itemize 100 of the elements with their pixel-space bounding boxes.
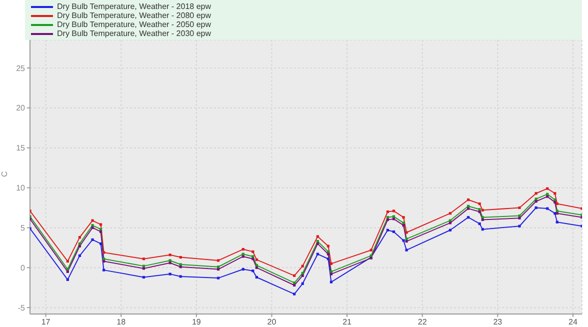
point	[481, 218, 484, 222]
point	[326, 258, 330, 260]
point	[330, 270, 333, 273]
point	[293, 284, 296, 287]
point	[556, 220, 558, 224]
point	[255, 266, 258, 269]
point	[518, 216, 521, 220]
point	[179, 256, 182, 259]
point	[478, 210, 481, 214]
point	[252, 255, 254, 258]
point	[534, 200, 538, 203]
point	[142, 276, 146, 279]
point	[405, 231, 408, 234]
point	[556, 210, 558, 212]
point	[255, 276, 258, 279]
point	[466, 198, 470, 202]
point	[448, 219, 452, 222]
point	[252, 270, 254, 272]
x-tick-label: 19	[192, 318, 202, 327]
point	[301, 272, 304, 275]
point	[66, 260, 69, 263]
point	[330, 262, 333, 265]
point	[448, 212, 452, 215]
point	[102, 258, 106, 260]
point	[168, 259, 172, 262]
point	[554, 198, 556, 202]
point	[405, 248, 408, 252]
point	[66, 270, 69, 273]
x-tick-label: 18	[116, 318, 126, 327]
point	[392, 215, 396, 218]
y-tick-label: 25	[16, 64, 26, 73]
point	[102, 260, 106, 263]
point	[392, 218, 396, 220]
point	[448, 228, 452, 232]
point	[518, 224, 521, 228]
legend-label: Dry Bulb Temperature, Weather - 2080 epw	[57, 11, 212, 20]
point	[392, 210, 396, 212]
point	[534, 192, 538, 195]
point	[402, 239, 405, 242]
point	[168, 262, 172, 264]
legend-label: Dry Bulb Temperature, Weather - 2050 epw	[57, 20, 212, 29]
y-tick-label: 15	[16, 144, 26, 153]
point	[78, 244, 82, 248]
point	[402, 224, 405, 227]
point	[405, 240, 408, 243]
point	[481, 228, 484, 231]
point	[179, 266, 182, 268]
point	[534, 198, 538, 200]
legend-label: Dry Bulb Temperature, Weather - 2018 epw	[57, 2, 212, 11]
point	[546, 195, 549, 198]
point	[478, 202, 481, 206]
x-tick-label: 22	[418, 318, 428, 327]
point	[216, 266, 220, 268]
y-tick-label: 5	[20, 224, 26, 233]
point	[242, 255, 244, 258]
x-tick-label: 21	[342, 318, 352, 327]
point	[242, 268, 244, 271]
point	[326, 250, 330, 253]
x-tick-label: 24	[568, 318, 578, 327]
point	[392, 230, 396, 234]
point	[478, 222, 481, 226]
point	[216, 268, 220, 271]
point	[402, 216, 405, 219]
point	[370, 248, 372, 252]
x-tick-label: 23	[493, 318, 503, 327]
line-series	[30, 206, 582, 296]
point	[293, 274, 296, 277]
point	[142, 258, 146, 260]
x-tick-label: 20	[267, 318, 277, 327]
y-tick-label: 0	[20, 264, 26, 273]
x-tick-label: 17	[41, 318, 51, 327]
point	[448, 222, 452, 224]
point	[330, 280, 333, 284]
point	[91, 226, 94, 230]
y-tick-label: -5	[18, 303, 26, 312]
point	[99, 228, 102, 231]
point	[402, 222, 405, 224]
point	[386, 218, 390, 222]
point	[252, 258, 254, 260]
point	[546, 187, 549, 190]
point	[316, 242, 319, 246]
point	[330, 272, 333, 276]
y-tick-label: 10	[16, 184, 26, 193]
point	[518, 206, 521, 210]
point	[301, 264, 304, 268]
point	[316, 235, 319, 238]
point	[518, 214, 521, 218]
point	[386, 210, 390, 214]
point	[301, 274, 304, 277]
point	[534, 206, 538, 210]
point	[102, 251, 106, 254]
point	[99, 230, 102, 234]
point	[179, 275, 182, 278]
point	[179, 263, 182, 266]
point	[78, 254, 82, 257]
point	[316, 252, 319, 256]
point	[293, 292, 296, 296]
point	[99, 223, 102, 226]
point	[326, 252, 330, 256]
point	[481, 216, 484, 219]
